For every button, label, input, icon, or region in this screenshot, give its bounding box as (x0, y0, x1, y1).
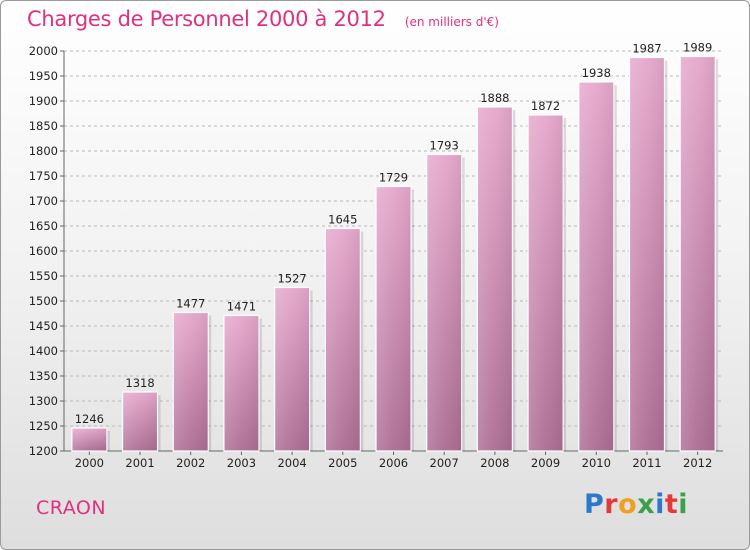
x-tick-label: 2000 (75, 456, 104, 470)
x-tick-label: 2007 (430, 456, 459, 470)
x-tick-label: 2004 (277, 456, 306, 470)
y-tick-label: 1450 (29, 319, 58, 333)
data-label-2002: 1477 (176, 297, 205, 311)
data-label-2009: 1872 (531, 99, 560, 113)
data-label-2010: 1938 (582, 66, 611, 80)
bar-gloss (173, 312, 209, 451)
data-label-2012: 1989 (683, 41, 712, 55)
bars (71, 55, 719, 452)
proxiti-logo[interactable]: Proxiti (584, 489, 688, 520)
y-tick-label: 1600 (29, 244, 58, 258)
data-label-2006: 1729 (379, 171, 408, 185)
bar-gloss (629, 57, 665, 451)
logo-letter: i (678, 489, 689, 520)
y-tick-label: 1700 (29, 194, 58, 208)
chart-header: Charges de Personnel 2000 à 2012 (en mil… (27, 7, 499, 31)
x-tick-label: 2008 (480, 456, 509, 470)
logo-letter: t (664, 489, 679, 520)
chart-unit: (en milliers d'€) (404, 15, 499, 29)
y-tick-label: 1350 (29, 369, 58, 383)
logo-letter: i (655, 489, 665, 520)
data-label-2005: 1645 (328, 213, 357, 227)
axes: 1200 1250 1300 1350 1400 1450 1500 1550 1600 1650… (29, 44, 723, 458)
bar-gloss (528, 115, 564, 451)
y-tick-label: 1550 (29, 269, 58, 283)
x-tick-label: 2001 (125, 456, 154, 470)
bar-gloss (477, 107, 513, 451)
x-tick-label: 2005 (328, 456, 357, 470)
bar-gloss (680, 56, 716, 451)
labels: 2000 1246 2001 1318 2002 1477 2003 1471 2004 1527… (75, 41, 713, 471)
bar-gloss (223, 315, 259, 451)
y-tick-label: 1850 (29, 119, 58, 133)
data-label-2001: 1318 (125, 376, 154, 390)
y-tick-label: 1800 (29, 144, 58, 158)
x-tick-label: 2012 (683, 456, 712, 470)
logo-letter: r (604, 489, 619, 520)
place-name: CRAON (36, 497, 107, 519)
x-tick-label: 2003 (227, 456, 256, 470)
data-label-2000: 1246 (75, 412, 104, 426)
data-label-2003: 1471 (227, 300, 256, 314)
bar-gloss (325, 228, 361, 451)
logo-letter: P (584, 489, 605, 520)
bar-gloss (71, 428, 107, 451)
x-tick-label: 2006 (379, 456, 408, 470)
bar-gloss (376, 186, 411, 451)
y-tick-label: 1300 (29, 394, 58, 408)
x-tick-label: 2009 (531, 456, 560, 470)
y-tick-label: 1950 (29, 69, 58, 83)
y-tick-label: 1250 (29, 419, 58, 433)
logo-letter: x (637, 489, 656, 520)
chart-title: Charges de Personnel 2000 à 2012 (27, 7, 386, 31)
y-tick-label: 1750 (29, 169, 58, 183)
data-label-2008: 1888 (480, 91, 509, 105)
data-label-2007: 1793 (430, 139, 459, 153)
x-tick-label: 2010 (582, 456, 611, 470)
data-label-2011: 1987 (632, 42, 661, 56)
bar-gloss (578, 82, 614, 451)
data-label-2004: 1527 (277, 272, 306, 286)
logo-letter: o (618, 489, 638, 520)
y-tick-label: 1200 (29, 444, 58, 458)
x-tick-label: 2002 (176, 456, 205, 470)
x-tick-label: 2011 (632, 456, 661, 470)
y-tick-label: 2000 (29, 44, 58, 58)
y-tick-label: 1400 (29, 344, 58, 358)
y-tick-label: 1500 (29, 294, 58, 308)
y-tick-label: 1650 (29, 219, 58, 233)
bar-gloss (122, 392, 158, 451)
bar-gloss (274, 287, 310, 451)
bar-gloss (426, 154, 462, 451)
y-tick-label: 1900 (29, 94, 58, 108)
